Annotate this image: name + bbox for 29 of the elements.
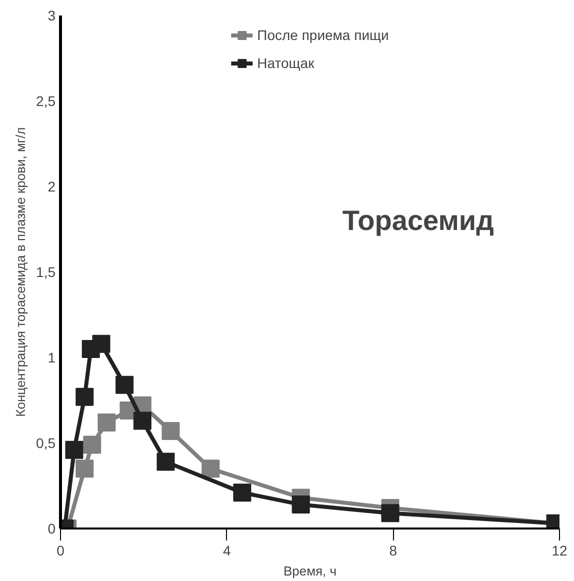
x-tick-label: 4: [222, 542, 231, 558]
point: [76, 388, 94, 406]
y-tick-label: 0,5: [36, 435, 56, 451]
x-tick-label: 8: [389, 542, 398, 558]
text: Торасемид: [342, 205, 494, 236]
point: [292, 496, 310, 514]
y-tick-label: 2,5: [36, 93, 56, 109]
point: [162, 422, 180, 440]
point: [381, 504, 400, 522]
y-tick-label: 1,5: [36, 264, 56, 280]
y-tick-label: 2: [48, 178, 56, 194]
y-axis-title: Концентрация торасемида в плазме крови, мг/л: [13, 127, 28, 417]
y-tick-label: 1: [48, 350, 56, 366]
point: [98, 413, 116, 432]
point: [233, 484, 252, 502]
y-tick-label: 0: [48, 520, 56, 536]
point: [202, 460, 220, 478]
legend-label: После приема пищи: [257, 27, 389, 43]
point: [116, 376, 134, 394]
x-tick-label: 12: [552, 542, 568, 558]
point: [65, 440, 84, 459]
point: [156, 452, 175, 471]
y-tick-label: 3: [48, 8, 56, 24]
x-axis-title: Время, ч: [283, 564, 337, 578]
point: [76, 460, 94, 478]
legend-label: Натощак: [257, 55, 314, 71]
point: [83, 436, 102, 454]
point: [133, 412, 152, 430]
point: [92, 334, 110, 353]
